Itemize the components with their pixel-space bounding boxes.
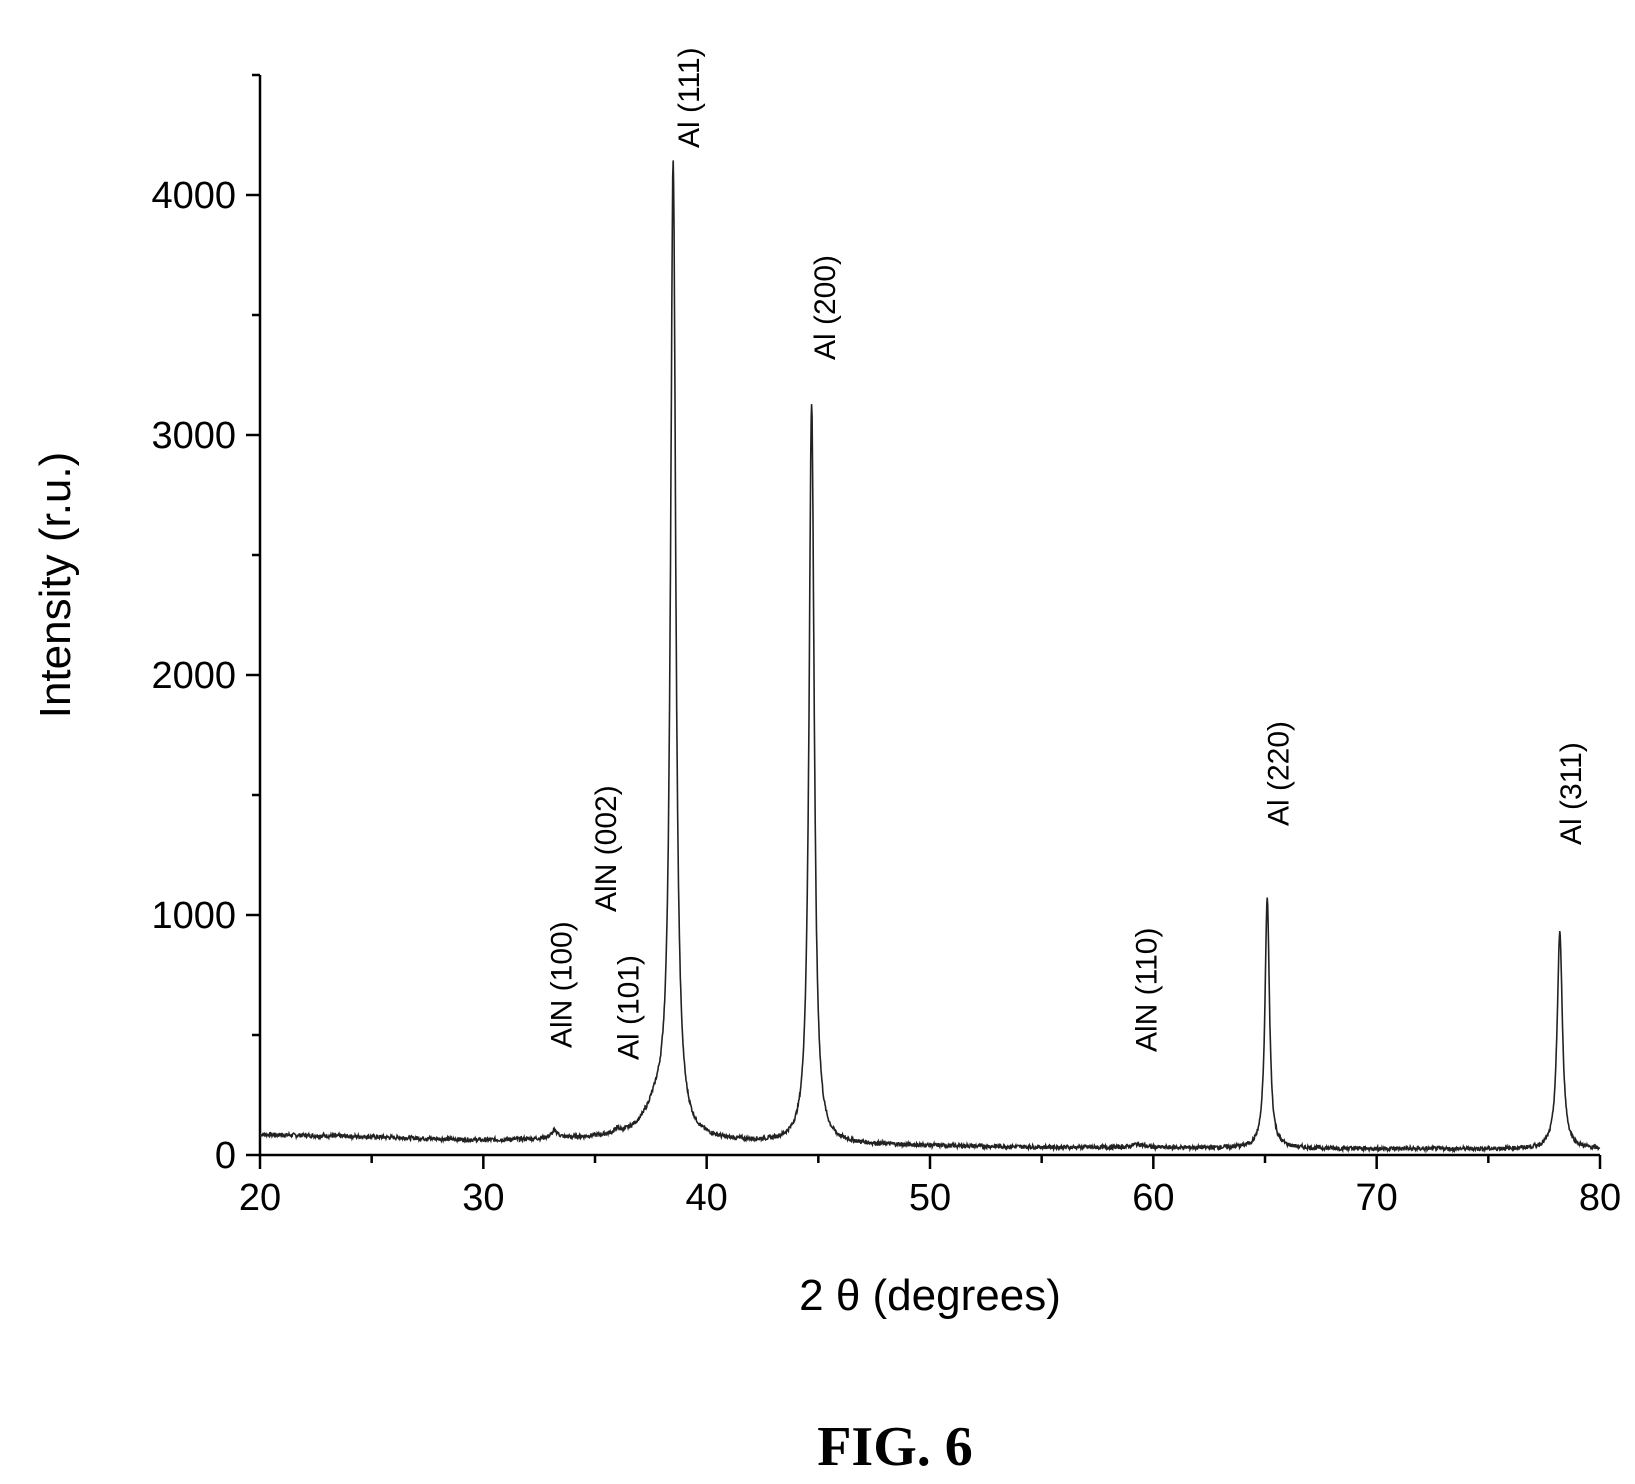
- peak-label: Al (311): [1555, 742, 1588, 845]
- y-tick-label: 4000: [151, 175, 236, 217]
- peak-label: AlN (110): [1131, 928, 1164, 1052]
- y-tick-label: 2000: [151, 655, 236, 697]
- peak-labels: AlN (100) AlN (002) Al (101) Al (111) Al (20…: [546, 47, 1588, 1060]
- y-ticks: 0 1000 2000 3000 4000: [151, 73, 260, 1177]
- peak-label: Al (200): [809, 255, 842, 360]
- x-tick-label: 30: [462, 1177, 504, 1219]
- peak-label: AlN (100): [546, 921, 579, 1048]
- x-tick-label: 50: [909, 1177, 951, 1219]
- peak-label: Al (111): [673, 47, 706, 148]
- diffraction-trace: [259, 160, 1601, 1154]
- y-tick-label: 1000: [151, 895, 236, 937]
- y-tick-label: 3000: [151, 415, 236, 457]
- x-tick-label: 40: [686, 1177, 728, 1219]
- figure-caption: FIG. 6: [817, 1416, 973, 1478]
- peak-label: Al (101): [613, 955, 646, 1060]
- x-tick-label: 80: [1579, 1177, 1621, 1219]
- x-ticks: 20 30 40 50 60 70 80: [239, 1155, 1621, 1219]
- x-tick-label: 70: [1356, 1177, 1398, 1219]
- y-axis-title: Intensity (r.u.): [31, 452, 80, 719]
- peak-label: AlN (002): [590, 785, 623, 912]
- axes: [258, 75, 1600, 1157]
- x-tick-label: 60: [1132, 1177, 1174, 1219]
- peak-label: Al (220): [1262, 721, 1295, 826]
- x-tick-label: 20: [239, 1177, 281, 1219]
- x-axis-title: 2 θ (degrees): [799, 1271, 1061, 1320]
- y-tick-label: 0: [215, 1135, 236, 1177]
